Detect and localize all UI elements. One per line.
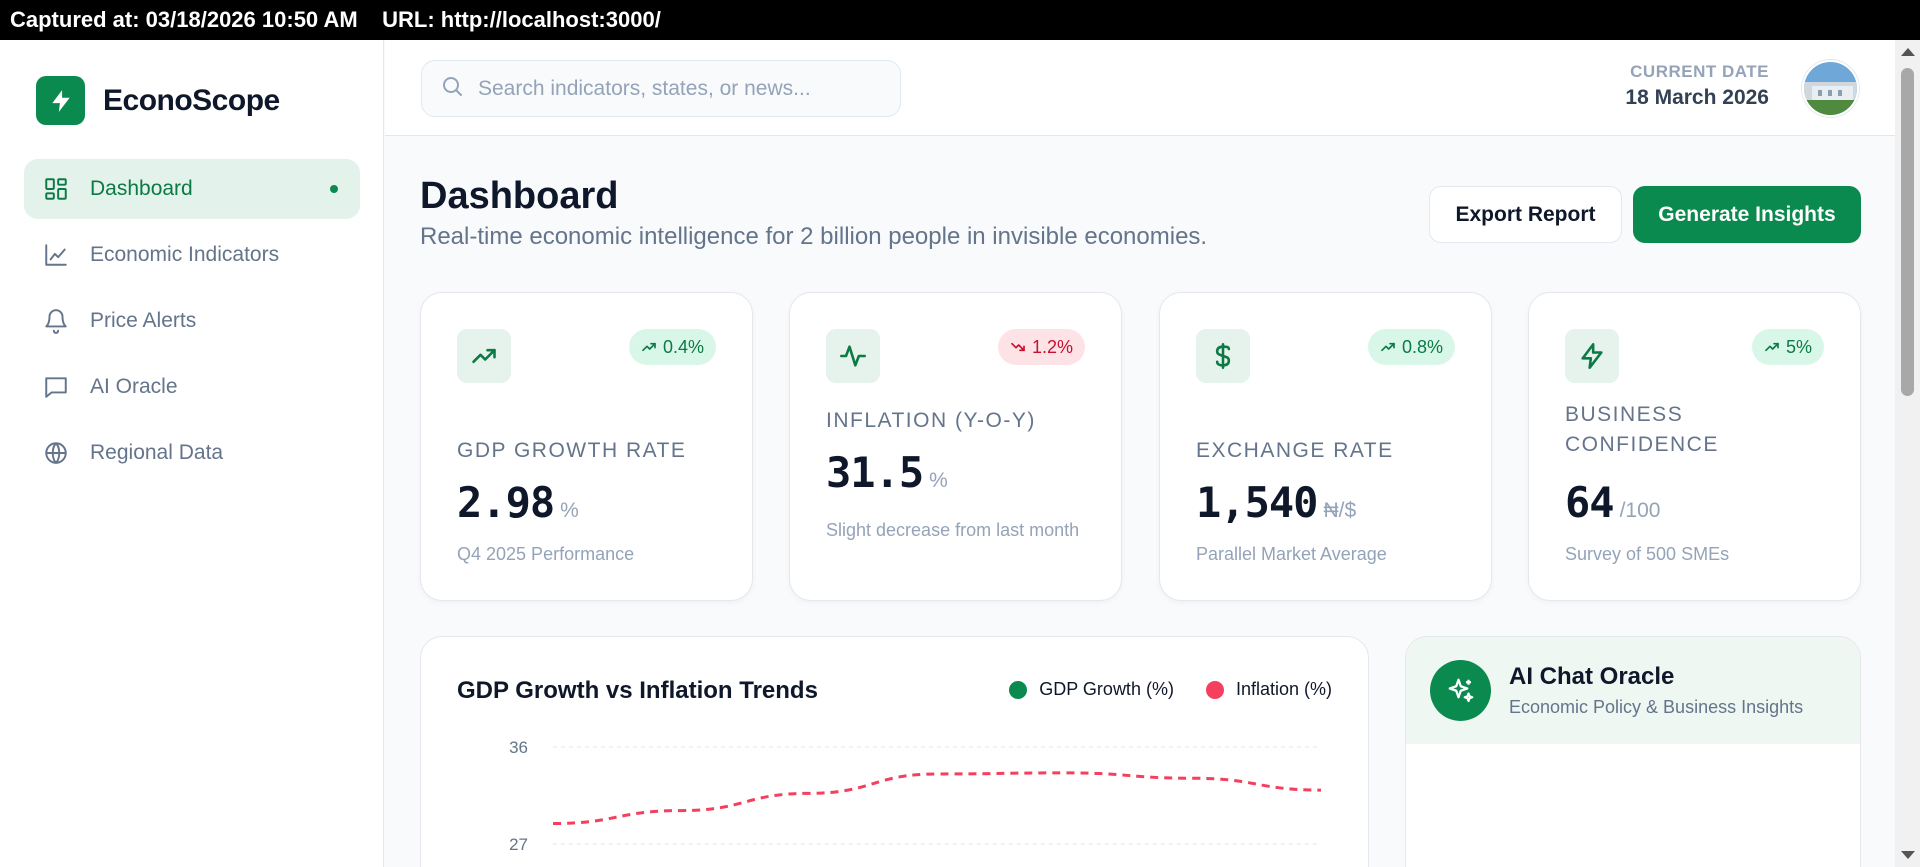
card-label: EXCHANGE RATE [1196, 439, 1394, 462]
trend-badge: 1.2% [997, 329, 1085, 365]
top-header: CURRENT DATE 18 March 2026 [385, 40, 1895, 136]
scroll-up-arrow-icon[interactable] [1901, 48, 1915, 56]
lightning-logo-icon [36, 76, 85, 125]
kpi-card-gdp: 0.4% GDP GROWTH RATE 2.98 % Q4 2025 Perf… [420, 292, 753, 601]
card-label: INFLATION (Y-O-Y) [826, 409, 1036, 432]
capture-bar: Captured at: 03/18/2026 10:50 AM URL: ht… [0, 0, 1920, 40]
card-unit: % [560, 499, 579, 522]
search-input[interactable] [478, 76, 878, 101]
card-label: GDP GROWTH RATE [457, 439, 687, 462]
current-date-value: 18 March 2026 [1625, 86, 1769, 109]
card-note: Survey of 500 SMEs [1565, 544, 1730, 564]
trend-badge: 0.8% [1367, 329, 1455, 365]
sidebar-nav: Dashboard Economic Indicators Price Aler… [24, 159, 360, 489]
sidebar: EconoScope Dashboard Economic Indicators [0, 40, 384, 867]
card-note: Slight decrease from last month [826, 520, 1080, 540]
card-value-row: 2.98 % [457, 478, 579, 527]
legend-item-inflation[interactable]: Inflation (%) [1205, 679, 1332, 700]
sidebar-item-label: Price Alerts [90, 309, 197, 332]
page-scrollbar[interactable] [1895, 40, 1920, 867]
kpi-card-inflation: 1.2% INFLATION (Y-O-Y) 31.5 % Slight dec… [789, 292, 1122, 601]
sidebar-item-dashboard[interactable]: Dashboard [24, 159, 360, 219]
legend-dot [1009, 680, 1028, 699]
y-tick-label: 36 [509, 738, 528, 757]
kpi-card-exchange-rate: 0.8% EXCHANGE RATE 1,540 ₦/$ Parallel Ma… [1159, 292, 1492, 601]
chart-legend: GDP Growth (%) Inflation (%) [1009, 679, 1332, 700]
chat-title: AI Chat Oracle [1509, 663, 1675, 690]
kpi-card-business-confidence: 5% BUSINESS CONFIDENCE 64 /100 Survey of… [1528, 292, 1861, 601]
card-value: 1,540 [1196, 478, 1318, 527]
scroll-down-arrow-icon[interactable] [1901, 851, 1915, 859]
sidebar-item-price-alerts[interactable]: Price Alerts [24, 291, 360, 351]
trend-badge-value: 0.8% [1401, 336, 1443, 357]
legend-dot [1205, 680, 1224, 699]
avatar[interactable] [1802, 60, 1859, 117]
page-title: Dashboard [420, 175, 619, 217]
search-box[interactable] [421, 60, 901, 117]
page-subtitle: Real-time economic intelligence for 2 bi… [420, 223, 1208, 250]
card-unit: /100 [1619, 499, 1661, 522]
lightning-icon [1565, 329, 1619, 383]
trend-up-icon [642, 342, 656, 352]
sidebar-item-label: Economic Indicators [90, 243, 280, 266]
brand-name: EconoScope [103, 83, 280, 117]
card-label: BUSINESS CONFIDENCE [1565, 403, 1719, 456]
sidebar-item-ai-oracle[interactable]: AI Oracle [24, 357, 360, 417]
dollar-icon [1196, 329, 1250, 383]
trend-badge-value: 5% [1785, 336, 1812, 357]
card-value: 2.98 [457, 478, 555, 527]
bell-icon [42, 307, 70, 335]
trend-badge: 0.4% [628, 329, 716, 365]
sidebar-item-label: AI Oracle [90, 375, 178, 398]
activity-pulse-icon [826, 329, 880, 383]
card-value-row: 64 /100 [1565, 478, 1660, 527]
chat-bubble-icon [42, 373, 70, 401]
current-date: CURRENT DATE 18 March 2026 [1625, 62, 1769, 110]
trending-up-icon [457, 329, 511, 383]
trend-down-icon [1011, 342, 1025, 352]
export-report-button[interactable]: Export Report [1429, 186, 1622, 243]
card-value: 31.5 [826, 448, 924, 497]
current-date-label: CURRENT DATE [1630, 62, 1769, 81]
brand[interactable]: EconoScope [36, 76, 280, 125]
card-value-row: 31.5 % [826, 448, 948, 497]
sidebar-item-label: Regional Data [90, 441, 224, 464]
chat-header: AI Chat Oracle Economic Policy & Busines… [1406, 637, 1860, 744]
trend-up-icon [1765, 342, 1779, 352]
scrollbar-thumb[interactable] [1901, 68, 1914, 396]
sparkles-icon [1430, 660, 1491, 721]
globe-icon [42, 439, 70, 467]
card-note: Q4 2025 Performance [457, 544, 635, 564]
chat-subtitle: Economic Policy & Business Insights [1509, 697, 1804, 717]
trend-badge: 5% [1751, 329, 1824, 365]
sidebar-item-label: Dashboard [90, 177, 193, 200]
legend-item-gdp[interactable]: GDP Growth (%) [1009, 679, 1174, 700]
card-note: Parallel Market Average [1196, 544, 1387, 564]
card-value-row: 1,540 ₦/$ [1196, 478, 1356, 527]
legend-label: GDP Growth (%) [1039, 679, 1174, 699]
series-line-inflation [552, 771, 1322, 826]
line-chart-icon [42, 241, 70, 269]
sidebar-item-regional-data[interactable]: Regional Data [24, 423, 360, 483]
dashboard-grid-icon [42, 175, 70, 203]
trend-badge-value: 0.4% [662, 336, 704, 357]
chart-title: GDP Growth vs Inflation Trends [457, 677, 818, 704]
card-unit: ₦/$ [1323, 499, 1357, 522]
search-icon [440, 74, 464, 103]
trend-up-icon [1381, 342, 1395, 352]
trend-badge-value: 1.2% [1031, 336, 1073, 357]
card-value: 64 [1565, 478, 1615, 527]
sidebar-item-economic-indicators[interactable]: Economic Indicators [24, 225, 360, 285]
active-indicator-dot [330, 185, 338, 193]
gdp-inflation-chart-card: GDP Growth vs Inflation Trends GDP Growt… [420, 636, 1369, 867]
y-tick-label: 27 [509, 835, 528, 854]
generate-insights-button[interactable]: Generate Insights [1633, 186, 1861, 243]
ai-chat-oracle-card: AI Chat Oracle Economic Policy & Busines… [1405, 636, 1861, 867]
line-chart: 36 27 [509, 738, 1322, 854]
card-unit: % [929, 469, 948, 492]
legend-label: Inflation (%) [1235, 679, 1332, 699]
main-content: Dashboard Real-time economic intelligenc… [385, 137, 1895, 867]
